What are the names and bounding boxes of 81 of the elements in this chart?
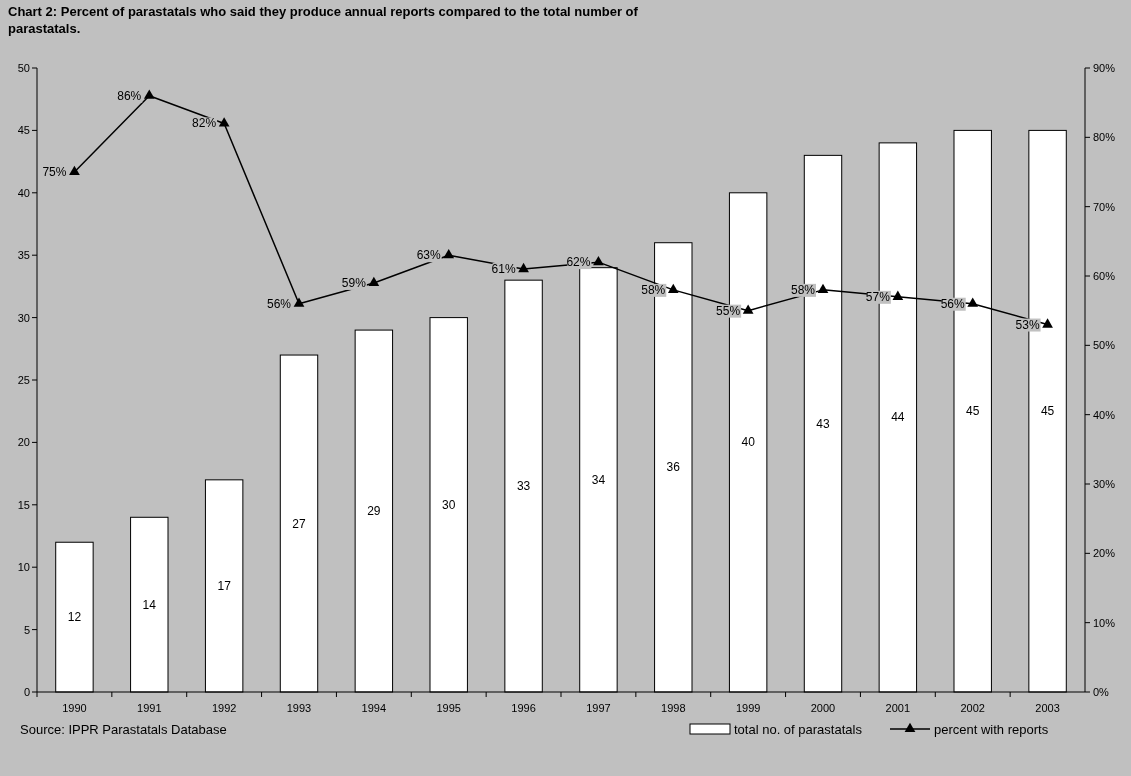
data-label: 63% (416, 248, 442, 263)
y2-tick-label: 90% (1093, 62, 1116, 74)
y-tick-label: 0 (23, 686, 30, 698)
data-label: 17 (217, 578, 232, 593)
x-tick-label: 1998 (661, 702, 686, 714)
y-tick-label: 15 (17, 498, 30, 511)
data-label: 58% (790, 282, 816, 297)
x-tick-label: 2001 (885, 702, 911, 714)
x-tick-label: 1992 (211, 702, 237, 714)
chart-title: Chart 2: Percent of parastatals who said they produce annual reports compared to the total number of parastatals. (8, 4, 639, 36)
data-label: 44 (891, 410, 905, 425)
data-label: 61% (491, 262, 516, 277)
x-tick-label: 2000 (810, 702, 836, 714)
legend-label: total no. of parastatals (734, 722, 863, 737)
data-label: 40 (741, 435, 756, 450)
y2-tick-label: 80% (1093, 131, 1116, 144)
data-label: 27 (292, 516, 306, 531)
point (1042, 318, 1053, 328)
data-label: 75% (42, 165, 67, 179)
y2-tick-label: 0% (1093, 686, 1110, 698)
data-label: 33 (516, 479, 531, 494)
y2-tick-label: 10% (1093, 616, 1116, 629)
point (742, 304, 754, 314)
data-label: 56% (266, 296, 292, 311)
x-tick-label: 1990 (62, 702, 87, 714)
y-tick-label: 50 (17, 62, 30, 74)
x-tick-label: 1993 (286, 702, 312, 714)
data-label: 12 (67, 610, 82, 625)
y2-tick-label: 20% (1093, 547, 1116, 560)
y2-tick-label: 40% (1093, 408, 1116, 421)
data-label: 34 (591, 472, 606, 487)
data-label: 45 (1040, 404, 1055, 419)
data-label: 56% (940, 296, 966, 311)
point (143, 89, 155, 99)
point (667, 283, 679, 293)
y-tick-label: 30 (17, 311, 30, 324)
x-tick-label: 1999 (735, 702, 761, 714)
x-tick-label: 1996 (511, 702, 536, 714)
data-label: 57% (865, 289, 891, 304)
point (368, 276, 380, 287)
data-label: 45 (966, 404, 980, 419)
data-label: 86% (117, 88, 142, 103)
y-tick-label: 40 (17, 186, 30, 199)
y2-tick-label: 60% (1093, 270, 1116, 282)
point (967, 297, 979, 307)
y2-tick-label: 70% (1093, 200, 1116, 213)
point (817, 283, 829, 293)
point (443, 249, 455, 259)
point (69, 165, 80, 176)
data-label: 62% (566, 255, 591, 270)
data-label: 29 (367, 504, 381, 519)
x-tick-label: 2003 (1035, 702, 1060, 714)
x-tick-label: 1994 (361, 702, 387, 714)
y-tick-label: 25 (17, 374, 30, 386)
data-label: 82% (192, 116, 217, 131)
y-tick-label: 5 (23, 623, 30, 636)
data-label: 30 (442, 497, 456, 512)
data-label: 43 (816, 416, 830, 431)
x-tick-label: 2002 (960, 702, 985, 714)
point (518, 262, 529, 273)
x-tick-label: 1991 (137, 702, 162, 714)
point (218, 117, 230, 127)
source-note: Source: IPPR Parastatals Database (20, 722, 227, 737)
legend-label: percent with reports (934, 722, 1049, 737)
x-tick-label: 1997 (586, 702, 611, 714)
y2-tick-label: 30% (1093, 478, 1116, 490)
x-tick-label: 1995 (436, 702, 461, 714)
data-label: 55% (716, 303, 741, 318)
point (892, 290, 904, 300)
point (593, 255, 604, 266)
point (293, 297, 305, 307)
y-tick-label: 20 (17, 436, 30, 449)
y-tick-label: 10 (17, 561, 30, 574)
data-label: 36 (666, 460, 681, 475)
y-tick-label: 45 (17, 124, 30, 137)
data-label: 14 (142, 597, 157, 612)
data-label: 58% (641, 282, 666, 297)
y-tick-label: 35 (17, 249, 30, 262)
y2-tick-label: 50% (1093, 339, 1116, 352)
data-label: 53% (1015, 317, 1040, 332)
data-label: 59% (341, 275, 367, 290)
